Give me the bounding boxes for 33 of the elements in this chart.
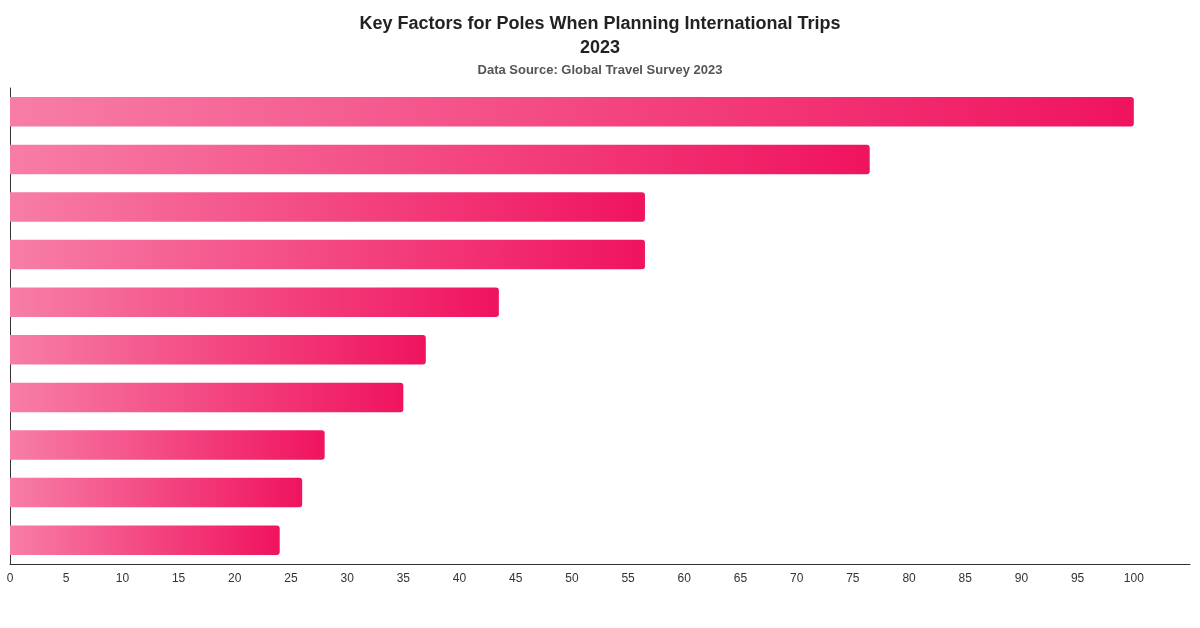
x-tick-label: 95: [1070, 571, 1085, 585]
x-tick-label: 15: [171, 571, 186, 585]
bar: [10, 430, 325, 460]
bar: [10, 477, 303, 508]
x-tick-label: 90: [1014, 571, 1029, 585]
x-tick-label: 50: [565, 571, 579, 585]
x-tick-label: 100: [1123, 571, 1145, 585]
x-tick-label: 70: [789, 571, 804, 585]
x-tick-label: 65: [733, 571, 748, 585]
x-tick-label: 10: [115, 571, 130, 585]
chart-subtitle: Data Source: Global Travel Survey 2023: [477, 62, 723, 77]
x-tick-label: 55: [621, 571, 636, 585]
bar: [10, 525, 280, 555]
chart-title: Key Factors for Poles When Planning International Trips 2023: [359, 13, 841, 57]
x-tick-label: 35: [396, 571, 411, 585]
x-tick-label: 85: [958, 571, 973, 585]
x-tick-label: 20: [228, 571, 242, 585]
x-tick-label: 25: [284, 571, 298, 585]
bar: [10, 239, 645, 270]
x-tick-label: 0: [6, 571, 14, 585]
x-tick-label: 5: [62, 571, 70, 585]
x-tick-label: 40: [452, 571, 467, 585]
x-tick-label: 75: [846, 571, 860, 585]
x-tick-label: 80: [902, 571, 917, 585]
x-tick-label: 45: [509, 571, 523, 585]
bar: [10, 144, 870, 175]
bar: [10, 382, 404, 413]
x-tick-label: 60: [677, 571, 692, 585]
bar: [10, 97, 1134, 127]
bar: [10, 192, 645, 222]
x-tick-label: 30: [340, 571, 355, 585]
bar: [10, 335, 426, 365]
bar: [10, 287, 499, 317]
